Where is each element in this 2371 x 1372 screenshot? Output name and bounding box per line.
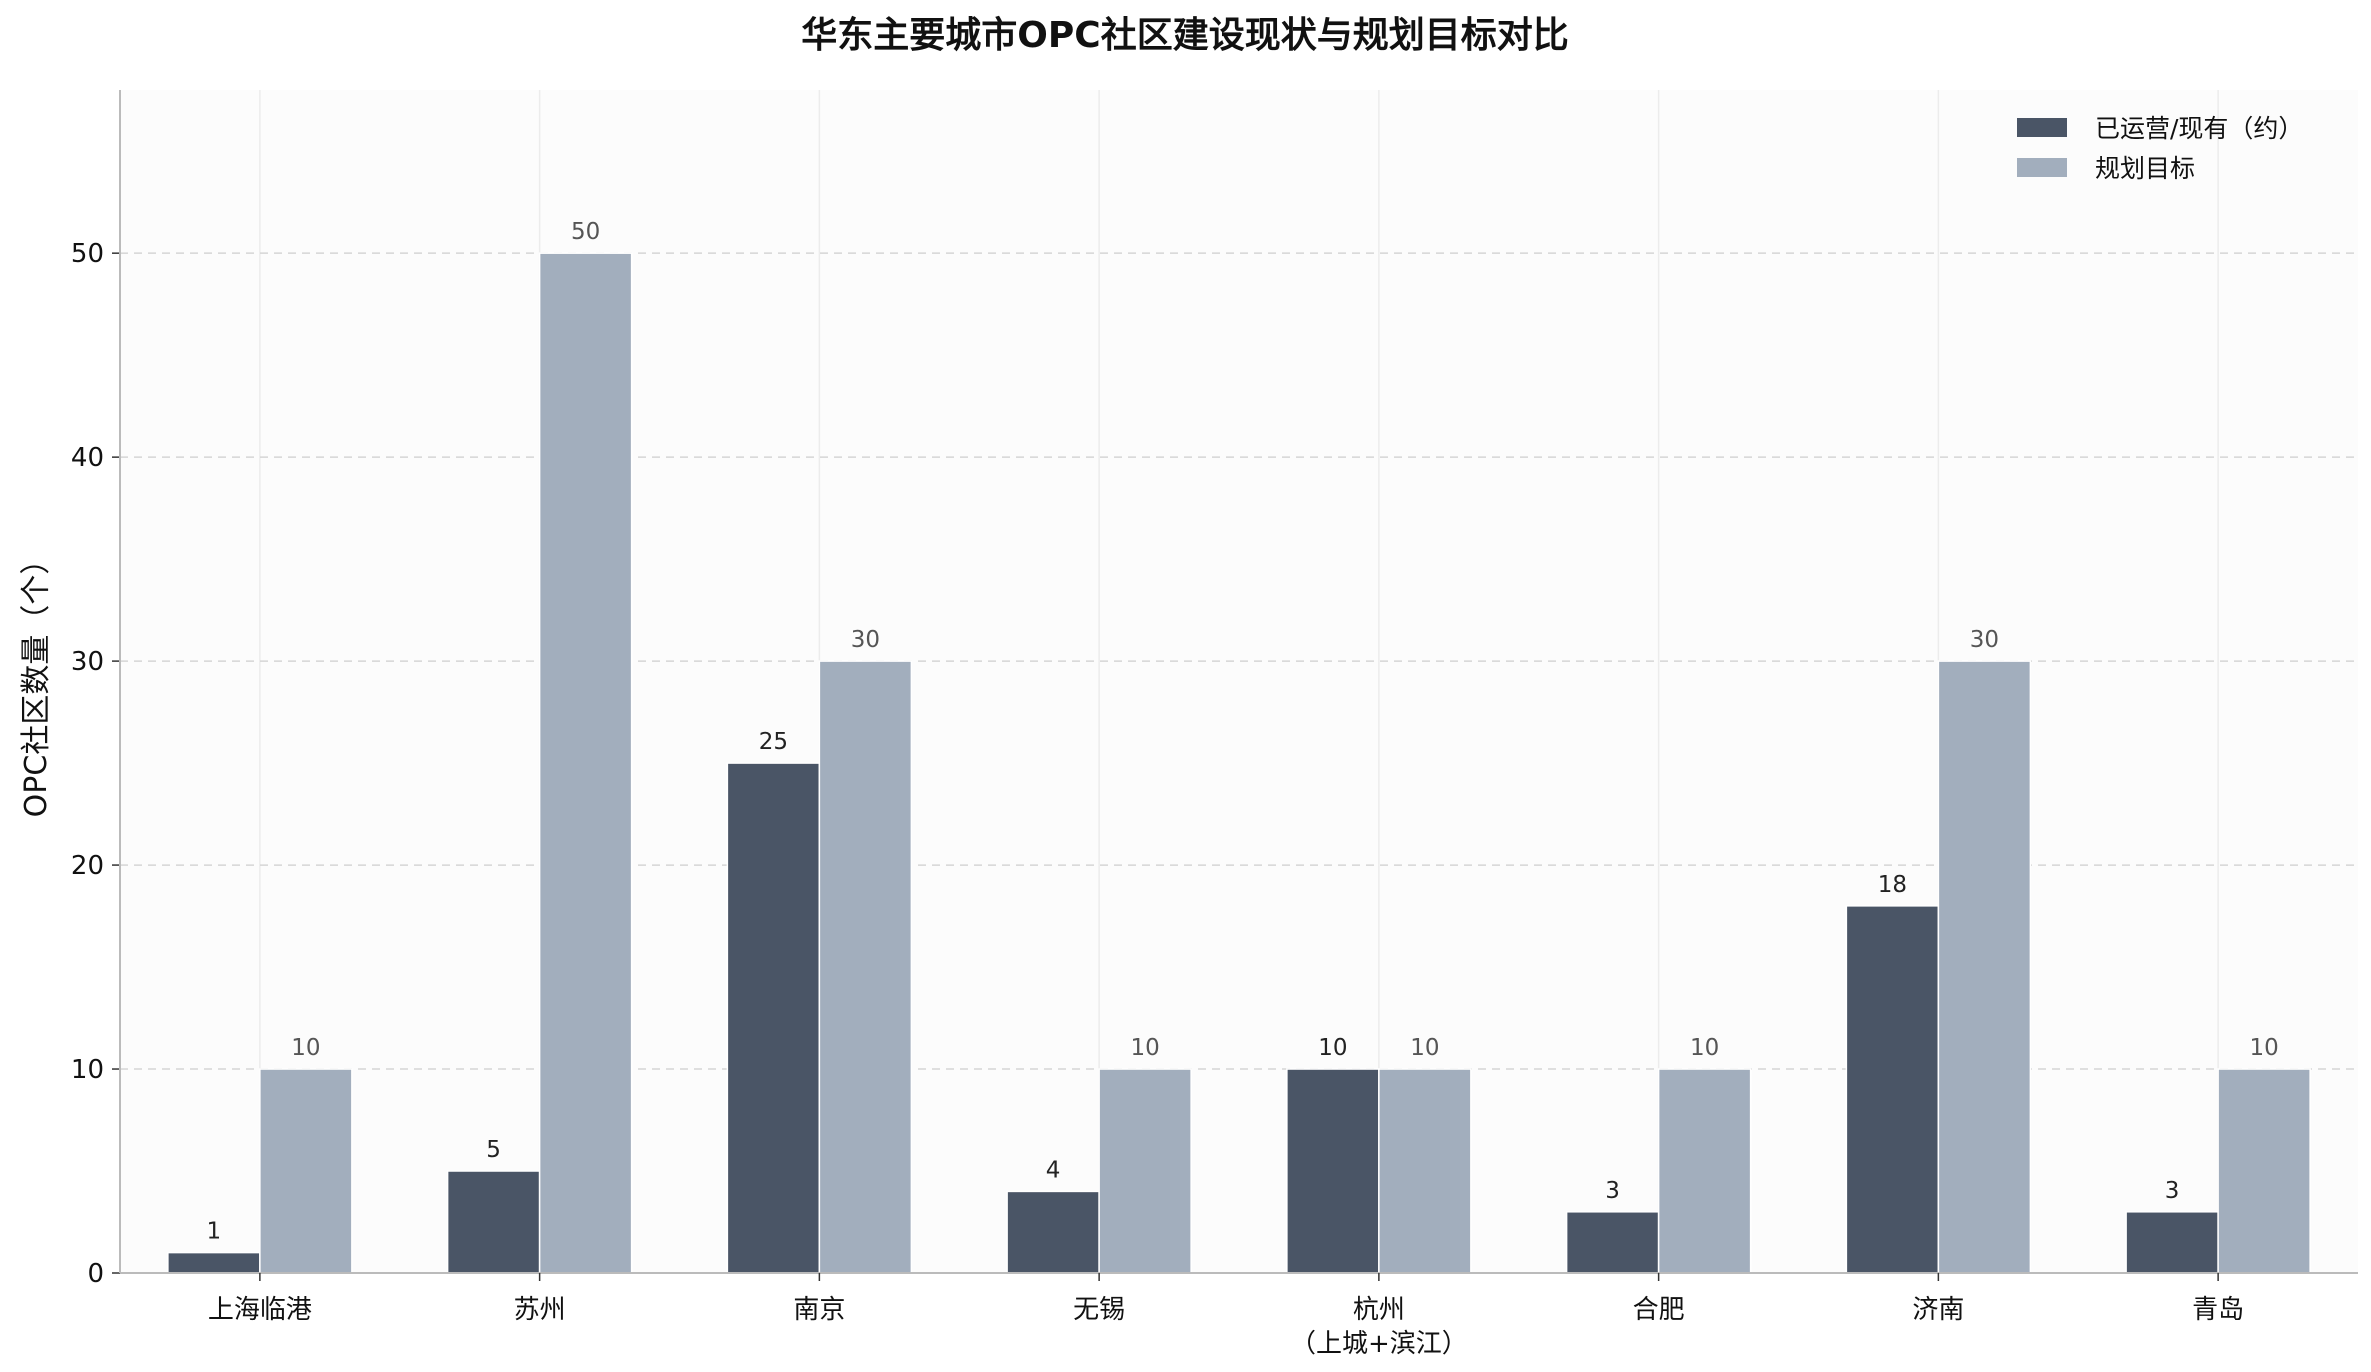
bar — [538, 252, 633, 1274]
bar-value-label: 3 — [1605, 1178, 1620, 1204]
x-tick-label: 杭州 — [1353, 1295, 1405, 1325]
x-tick-label: 济南 — [1912, 1295, 1964, 1325]
bar-value-label: 4 — [1046, 1157, 1061, 1183]
legend-label: 规划目标 — [2095, 154, 2195, 183]
bar-value-label: 3 — [2165, 1178, 2180, 1204]
x-tick-label: （上城+滨江） — [1290, 1329, 1468, 1359]
bar — [1937, 660, 2032, 1274]
y-tick-label: 10 — [71, 1055, 104, 1085]
y-tick-label: 20 — [71, 851, 104, 881]
x-tick-label: 上海临港 — [208, 1295, 312, 1325]
x-tick-label: 南京 — [793, 1295, 845, 1325]
bar — [818, 660, 913, 1274]
bar — [167, 1251, 261, 1274]
legend-swatch — [2017, 158, 2067, 177]
y-tick-label: 40 — [71, 443, 104, 473]
bar-value-label: 30 — [1970, 627, 1999, 653]
legend-swatch — [2017, 118, 2067, 137]
bar — [1006, 1190, 1100, 1274]
x-tick-label: 苏州 — [514, 1295, 566, 1325]
plot-area: 0 10 20 30 40 50 1 5 25 4 10 3 18 3 10 50 30 10 10 10 30 10 上海… — [71, 90, 2358, 1359]
bar-value-label: 18 — [1878, 872, 1907, 898]
bar-value-label: 5 — [486, 1137, 501, 1163]
bar-value-label: 50 — [571, 219, 600, 245]
bar-value-label: 25 — [759, 729, 788, 755]
bar — [1845, 905, 1940, 1274]
bar — [1378, 1068, 1472, 1274]
x-tick-label: 青岛 — [2192, 1295, 2244, 1325]
x-tick-label: 无锡 — [1073, 1295, 1125, 1325]
chart-title: 华东主要城市OPC社区建设现状与规划目标对比 — [801, 15, 1568, 56]
y-axis-label: OPC社区数量（个） — [19, 545, 54, 818]
bar-value-label: 1 — [207, 1219, 222, 1245]
bar — [1565, 1211, 1660, 1274]
y-tick-label: 0 — [87, 1259, 104, 1289]
bar — [446, 1170, 541, 1274]
bar-value-label: 10 — [1130, 1035, 1159, 1061]
bar-value-label: 10 — [1410, 1035, 1439, 1061]
y-tick-label: 30 — [71, 647, 104, 677]
x-tick-label: 合肥 — [1633, 1295, 1685, 1325]
bar-value-label: 10 — [1690, 1035, 1719, 1061]
legend-label: 已运营/现有（约） — [2095, 114, 2303, 143]
bar — [1286, 1068, 1380, 1274]
bar-value-label: 30 — [851, 627, 880, 653]
bar-value-label: 10 — [1318, 1035, 1347, 1061]
bar — [1657, 1068, 1752, 1274]
bar — [2125, 1211, 2219, 1274]
bar — [726, 762, 821, 1274]
y-tick-label: 50 — [71, 239, 104, 269]
bar — [1098, 1068, 1192, 1274]
bar — [259, 1068, 353, 1274]
bar-value-label: 10 — [2249, 1035, 2278, 1061]
legend: 已运营/现有（约） 规划目标 — [2017, 114, 2303, 183]
bar — [2217, 1068, 2311, 1274]
bar-value-label: 10 — [291, 1035, 320, 1061]
